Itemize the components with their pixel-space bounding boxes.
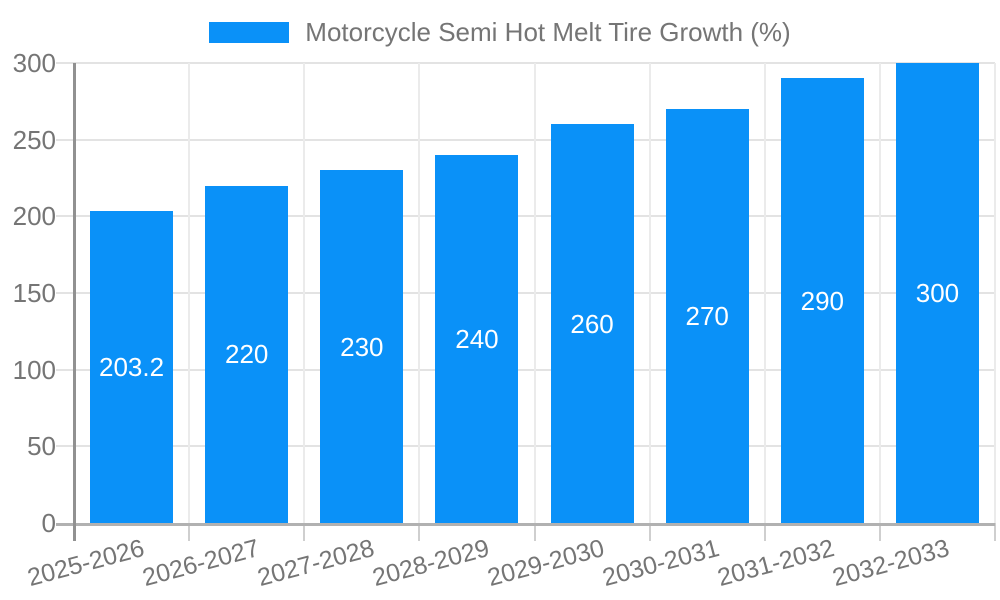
- y-axis-tick-label: 50: [27, 431, 56, 462]
- bar: [90, 211, 174, 523]
- bar-value-label: 230: [340, 331, 384, 362]
- x-axis-tick: [418, 523, 421, 541]
- y-gridline: [56, 292, 995, 294]
- y-axis-tick-label: 300: [12, 48, 56, 78]
- legend-swatch: [209, 21, 290, 43]
- x-gridline: [533, 63, 536, 523]
- bar-value-label: 290: [800, 285, 844, 316]
- x-axis-tick: [878, 523, 881, 541]
- x-gridline: [303, 63, 306, 523]
- x-axis-tick-label: 2029-2030: [484, 534, 608, 592]
- bar-value-label: 203.2: [99, 352, 165, 383]
- bar: [895, 63, 979, 523]
- bar-value-label: 240: [455, 324, 499, 354]
- x-axis-tick-label: 2027-2028: [254, 534, 378, 592]
- bar-value-label: 300: [915, 278, 960, 308]
- bar-value-label: 260: [570, 308, 614, 339]
- x-axis-tick: [188, 523, 191, 541]
- legend-label: Motorcycle Semi Hot Melt Tire Growth (%): [305, 17, 791, 47]
- bar: [780, 78, 864, 523]
- y-axis-tick-label: 0: [41, 508, 56, 538]
- x-axis-tick: [994, 523, 996, 541]
- bar: [205, 185, 289, 523]
- bar: [550, 124, 634, 523]
- x-axis-tick-label: 2032-2033: [829, 534, 953, 592]
- x-gridline: [763, 63, 766, 523]
- bar: [665, 109, 749, 523]
- y-axis-tick-label: 150: [12, 278, 56, 308]
- x-axis-tick-label: 2030-2031: [599, 534, 723, 592]
- y-axis-tick-label: 200: [12, 201, 56, 232]
- y-axis-tick-label: 100: [12, 354, 56, 385]
- y-axis-line: [73, 63, 76, 541]
- x-axis-tick: [533, 523, 536, 541]
- x-gridline: [994, 63, 996, 523]
- x-axis-tick-label: 2025-2026: [24, 534, 147, 592]
- y-gridline: [56, 368, 995, 371]
- x-axis-tick-label: 2026-2027: [139, 534, 262, 592]
- x-gridline: [188, 63, 191, 523]
- x-axis-tick: [763, 523, 766, 541]
- bar-value-label: 270: [685, 301, 729, 331]
- y-gridline: [56, 445, 995, 448]
- x-axis-tick: [648, 523, 651, 541]
- x-gridline: [418, 63, 421, 523]
- y-gridline: [56, 138, 995, 141]
- y-gridline: [56, 62, 995, 64]
- y-gridline: [56, 215, 995, 218]
- x-axis-line: [56, 523, 995, 526]
- x-axis-tick-label: 2028-2029: [369, 534, 493, 592]
- x-gridline: [878, 63, 881, 523]
- bar: [435, 155, 519, 523]
- bar-value-label: 220: [224, 339, 269, 370]
- x-gridline: [648, 63, 651, 523]
- y-axis-tick-label: 250: [12, 124, 56, 155]
- x-axis-tick-label: 2031-2032: [714, 534, 838, 592]
- legend-item[interactable]: Motorcycle Semi Hot Melt Tire Growth (%): [0, 16, 1000, 48]
- x-axis-tick: [303, 523, 306, 541]
- bar: [320, 170, 404, 523]
